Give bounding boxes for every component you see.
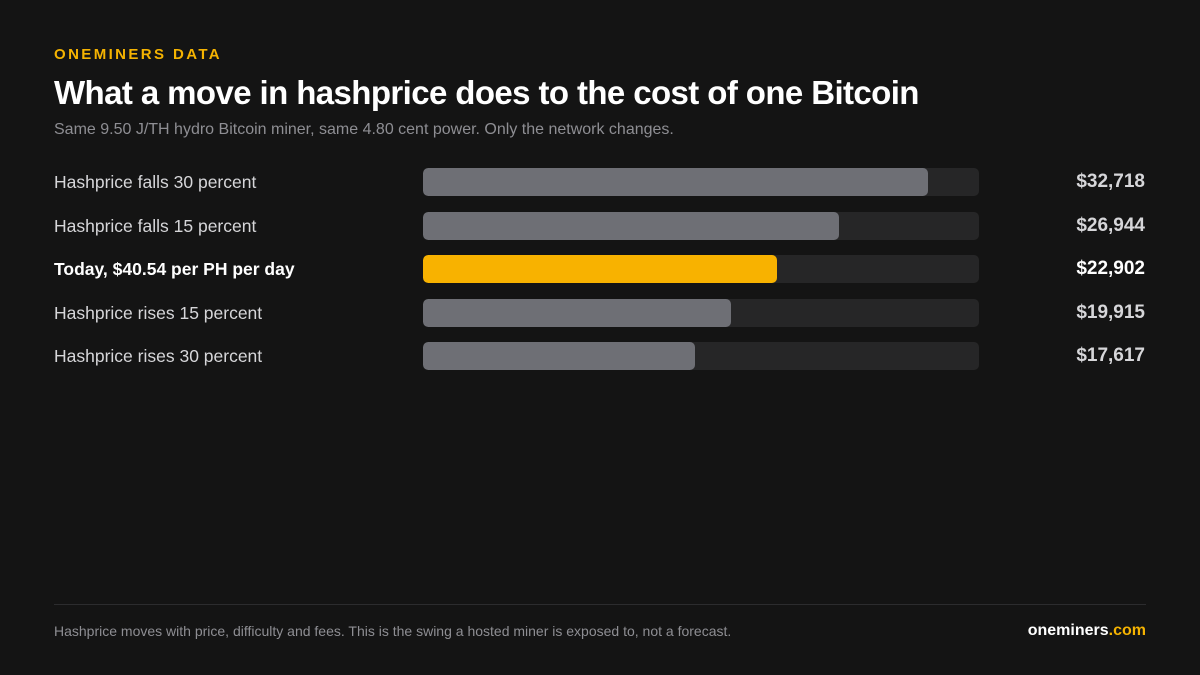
brand-tld: .com	[1108, 622, 1146, 639]
footer-divider	[54, 604, 1146, 605]
bar	[423, 298, 731, 327]
row-label: Hashprice rises 15 percent	[54, 302, 263, 323]
eyebrow-label: ONEMINERS DATA	[54, 46, 223, 63]
bar	[423, 342, 696, 370]
bar-highlight	[423, 255, 777, 283]
bar-track	[423, 168, 979, 196]
data-label: $19,915	[1076, 301, 1145, 323]
bar	[423, 211, 840, 240]
row-label: Today, $40.54 per PH per day	[54, 259, 295, 279]
bar-track	[423, 255, 979, 283]
row-label: Hashprice falls 30 percent	[54, 172, 257, 192]
row-label: Hashprice falls 15 percent	[54, 215, 257, 236]
bar	[423, 168, 929, 196]
brand-link[interactable]: oneminers.com	[1028, 622, 1146, 640]
data-label: $32,718	[1076, 171, 1145, 192]
data-label: $22,902	[1076, 258, 1145, 279]
chart-title: What a move in hashprice does to the cos…	[54, 74, 919, 111]
brand-name: oneminers	[1027, 622, 1109, 639]
bar-track	[423, 342, 979, 370]
row-label: Hashprice rises 30 percent	[54, 346, 263, 366]
bar-track	[423, 211, 979, 240]
bar-track	[423, 298, 979, 327]
data-label: $26,944	[1076, 214, 1145, 236]
data-label: $17,617	[1076, 345, 1145, 366]
chart-subtitle: Same 9.50 J/TH hydro Bitcoin miner, same…	[54, 121, 674, 138]
footnote: Hashprice moves with price, difficulty a…	[54, 623, 732, 639]
